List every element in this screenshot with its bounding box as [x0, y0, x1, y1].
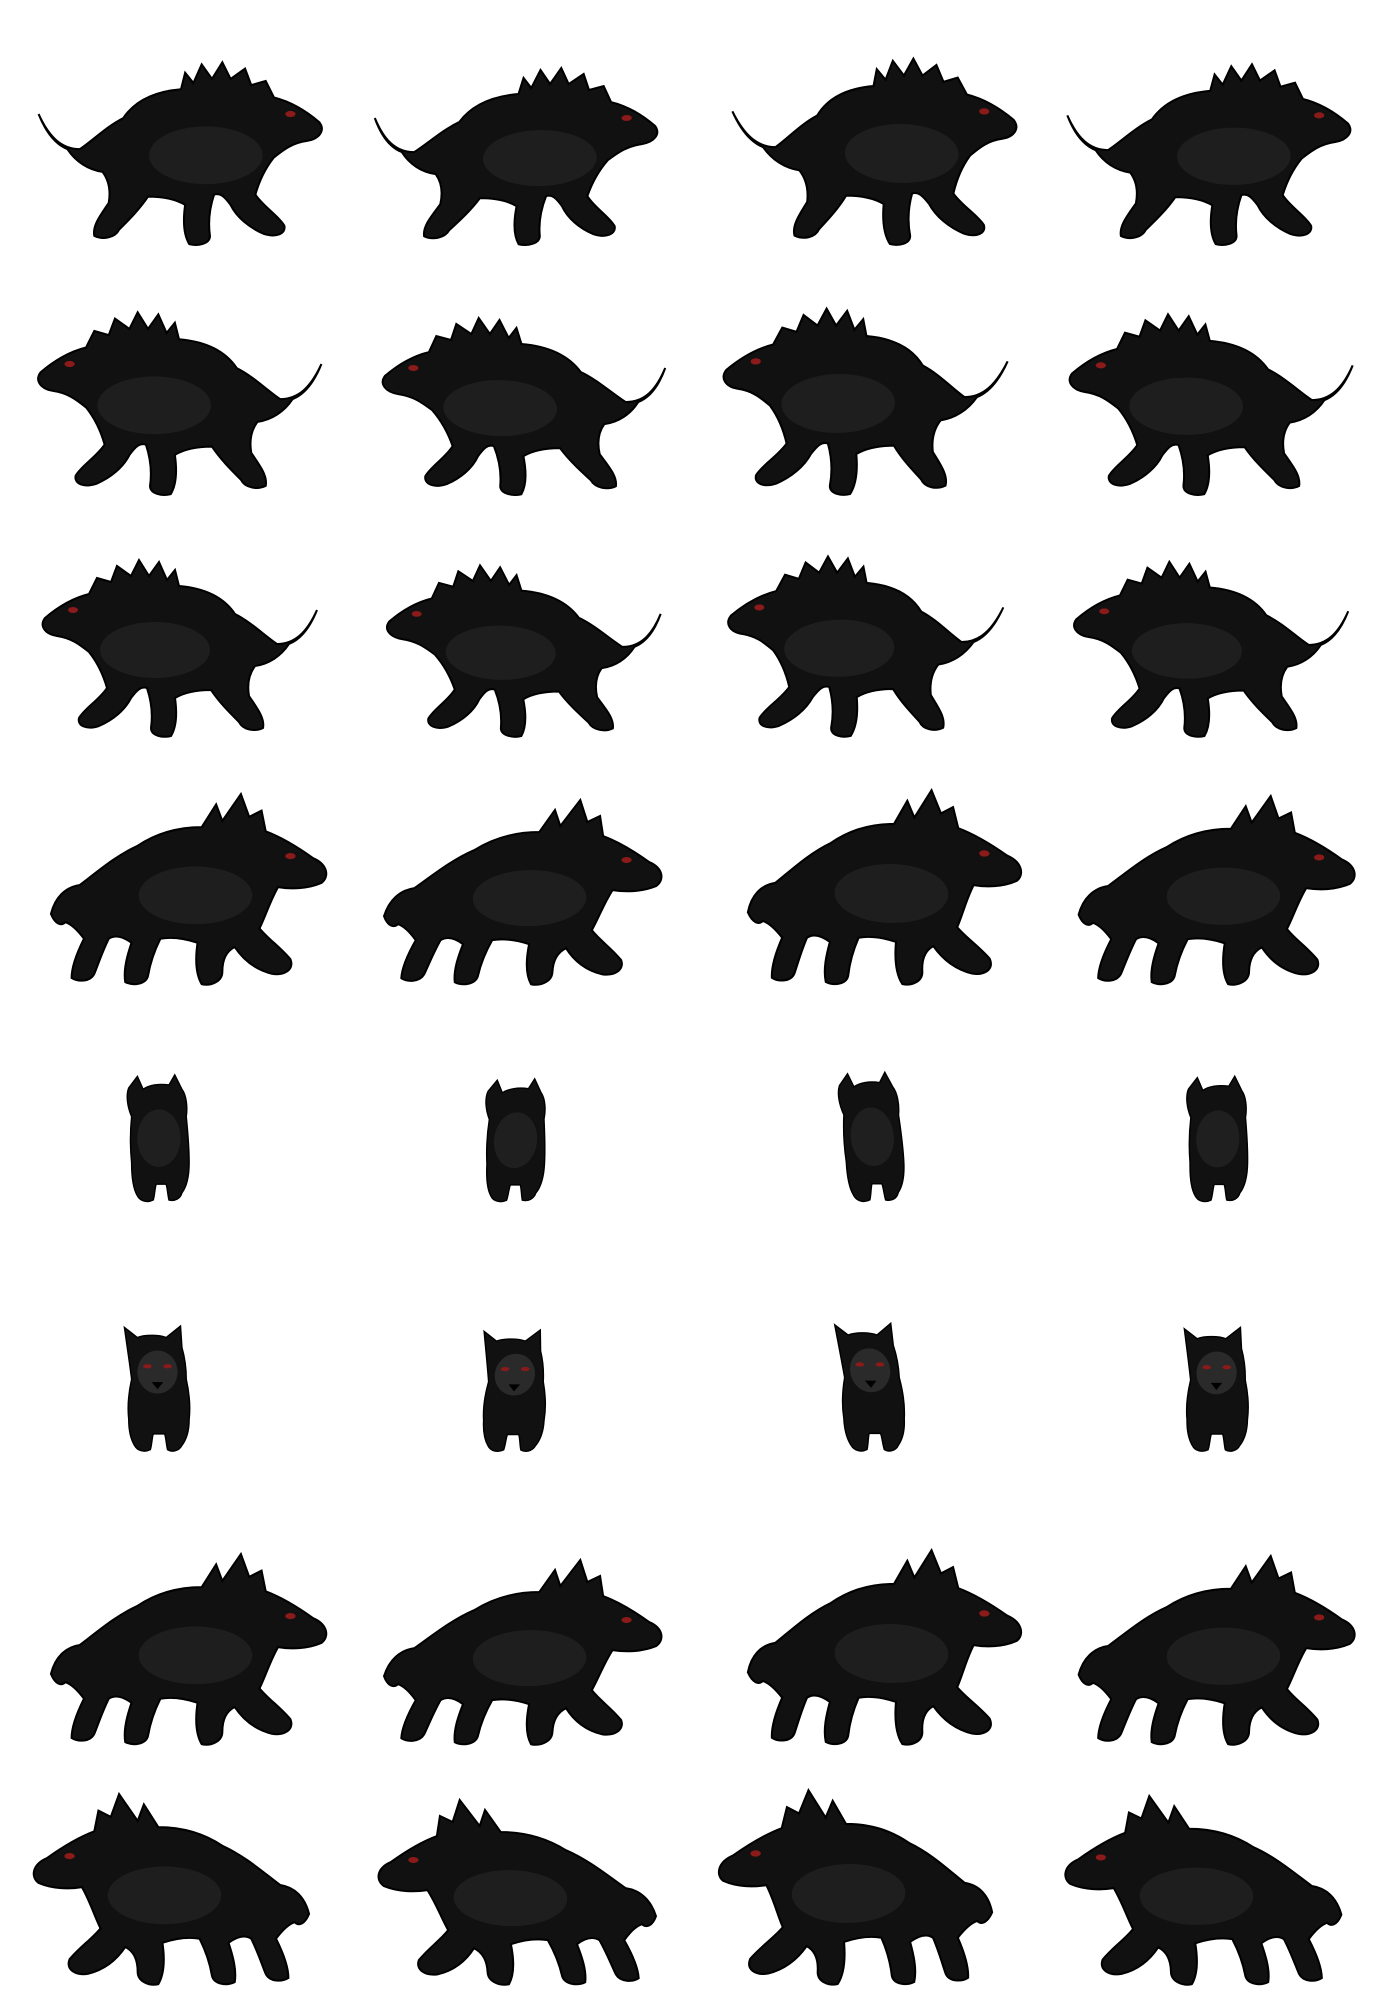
wolf-sprite-frame: [1050, 40, 1370, 250]
wolf-sprite-frame: [1050, 540, 1370, 740]
wolf-sprite-icon: [485, 1077, 546, 1203]
wolf-sprite-frame: [360, 40, 680, 250]
wolf-sprite-frame: [360, 540, 680, 740]
wolf-sprite-icon: [49, 791, 328, 986]
wolf-sprite-frame: [20, 770, 340, 1000]
wolf-sprite-icon: [49, 1551, 328, 1746]
sprite-row-walk-away: [0, 1040, 1400, 1240]
sprite-row-walk-right-b: [0, 770, 1400, 1000]
wolf-sprite-frame: [360, 1780, 680, 1990]
wolf-sprite-icon: [381, 315, 667, 496]
sprite-row-run-left: [0, 540, 1400, 740]
wolf-sprite-icon: [1077, 1553, 1356, 1746]
wolf-sprite-icon: [1073, 559, 1350, 738]
wolf-sprite-icon: [382, 1557, 663, 1746]
wolf-sprite-icon: [1183, 1325, 1249, 1452]
wolf-sprite-frame: [1050, 770, 1370, 1000]
sprite-row-walk-right-a: [0, 40, 1400, 250]
wolf-sprite-icon: [1077, 793, 1356, 986]
wolf-sprite-frame: [1050, 1780, 1370, 1990]
wolf-sprite-icon: [373, 65, 659, 246]
wolf-sprite-icon: [1064, 1793, 1343, 1986]
wolf-sprite-icon: [837, 1070, 905, 1203]
wolf-sprite-icon: [386, 563, 662, 738]
wolf-sprite-frame: [710, 40, 1030, 250]
wolf-sprite-icon: [833, 1321, 906, 1452]
sprite-row-walk-left-b: [0, 1780, 1400, 1990]
wolf-sprite-frame: [20, 40, 340, 250]
wolf-sprite-icon: [377, 1797, 658, 1986]
wolf-sprite-frame: [360, 770, 680, 1000]
wolf-sprite-frame: [460, 1040, 575, 1240]
wolf-sprite-icon: [382, 797, 663, 986]
wolf-sprite-frame: [710, 280, 1030, 510]
wolf-sprite-icon: [746, 1548, 1023, 1746]
wolf-sprite-frame: [810, 1040, 925, 1240]
wolf-sprite-icon: [1066, 62, 1352, 246]
wolf-sprite-frame: [100, 1040, 215, 1240]
wolf-sprite-frame: [710, 770, 1030, 1000]
wolf-sprite-frame: [20, 540, 340, 740]
wolf-sprite-icon: [37, 60, 323, 246]
wolf-sprite-frame: [710, 1780, 1030, 1990]
wolf-sprite-frame: [1160, 1290, 1275, 1490]
wolf-sprite-icon: [41, 557, 318, 738]
wolf-sprite-frame: [360, 280, 680, 510]
sprite-row-walk-left-a: [0, 280, 1400, 510]
wolf-sprite-frame: [710, 1530, 1030, 1760]
wolf-sprite-frame: [20, 1780, 340, 1990]
sprite-row-walk-toward: [0, 1290, 1400, 1490]
wolf-sprite-frame: [100, 1290, 215, 1490]
wolf-sprite-frame: [1050, 280, 1370, 510]
wolf-sprite-frame: [1160, 1040, 1275, 1240]
wolf-sprite-icon: [1068, 312, 1354, 496]
wolf-sprite-icon: [1186, 1074, 1249, 1203]
wolf-sprite-icon: [731, 56, 1018, 246]
wolf-sprite-icon: [717, 1788, 994, 1986]
wolf-sprite-icon: [722, 306, 1009, 496]
wolf-sprite-icon: [746, 788, 1023, 986]
wolf-sprite-icon: [126, 1073, 190, 1203]
wolf-sprite-frame: [710, 540, 1030, 740]
wolf-sprite-icon: [482, 1328, 546, 1452]
wolf-sprite-icon: [32, 1791, 311, 1986]
wolf-sprite-frame: [810, 1290, 925, 1490]
sprite-row-walk-right-c: [0, 1530, 1400, 1760]
wolf-sprite-frame: [20, 1530, 340, 1760]
wolf-sprite-frame: [460, 1290, 575, 1490]
wolf-sprite-icon: [123, 1324, 191, 1452]
wolf-sprite-frame: [1050, 1530, 1370, 1760]
wolf-sprite-frame: [20, 280, 340, 510]
wolf-sprite-frame: [360, 1530, 680, 1760]
wolf-sprite-icon: [37, 310, 323, 496]
wolf-sprite-icon: [727, 554, 1005, 738]
